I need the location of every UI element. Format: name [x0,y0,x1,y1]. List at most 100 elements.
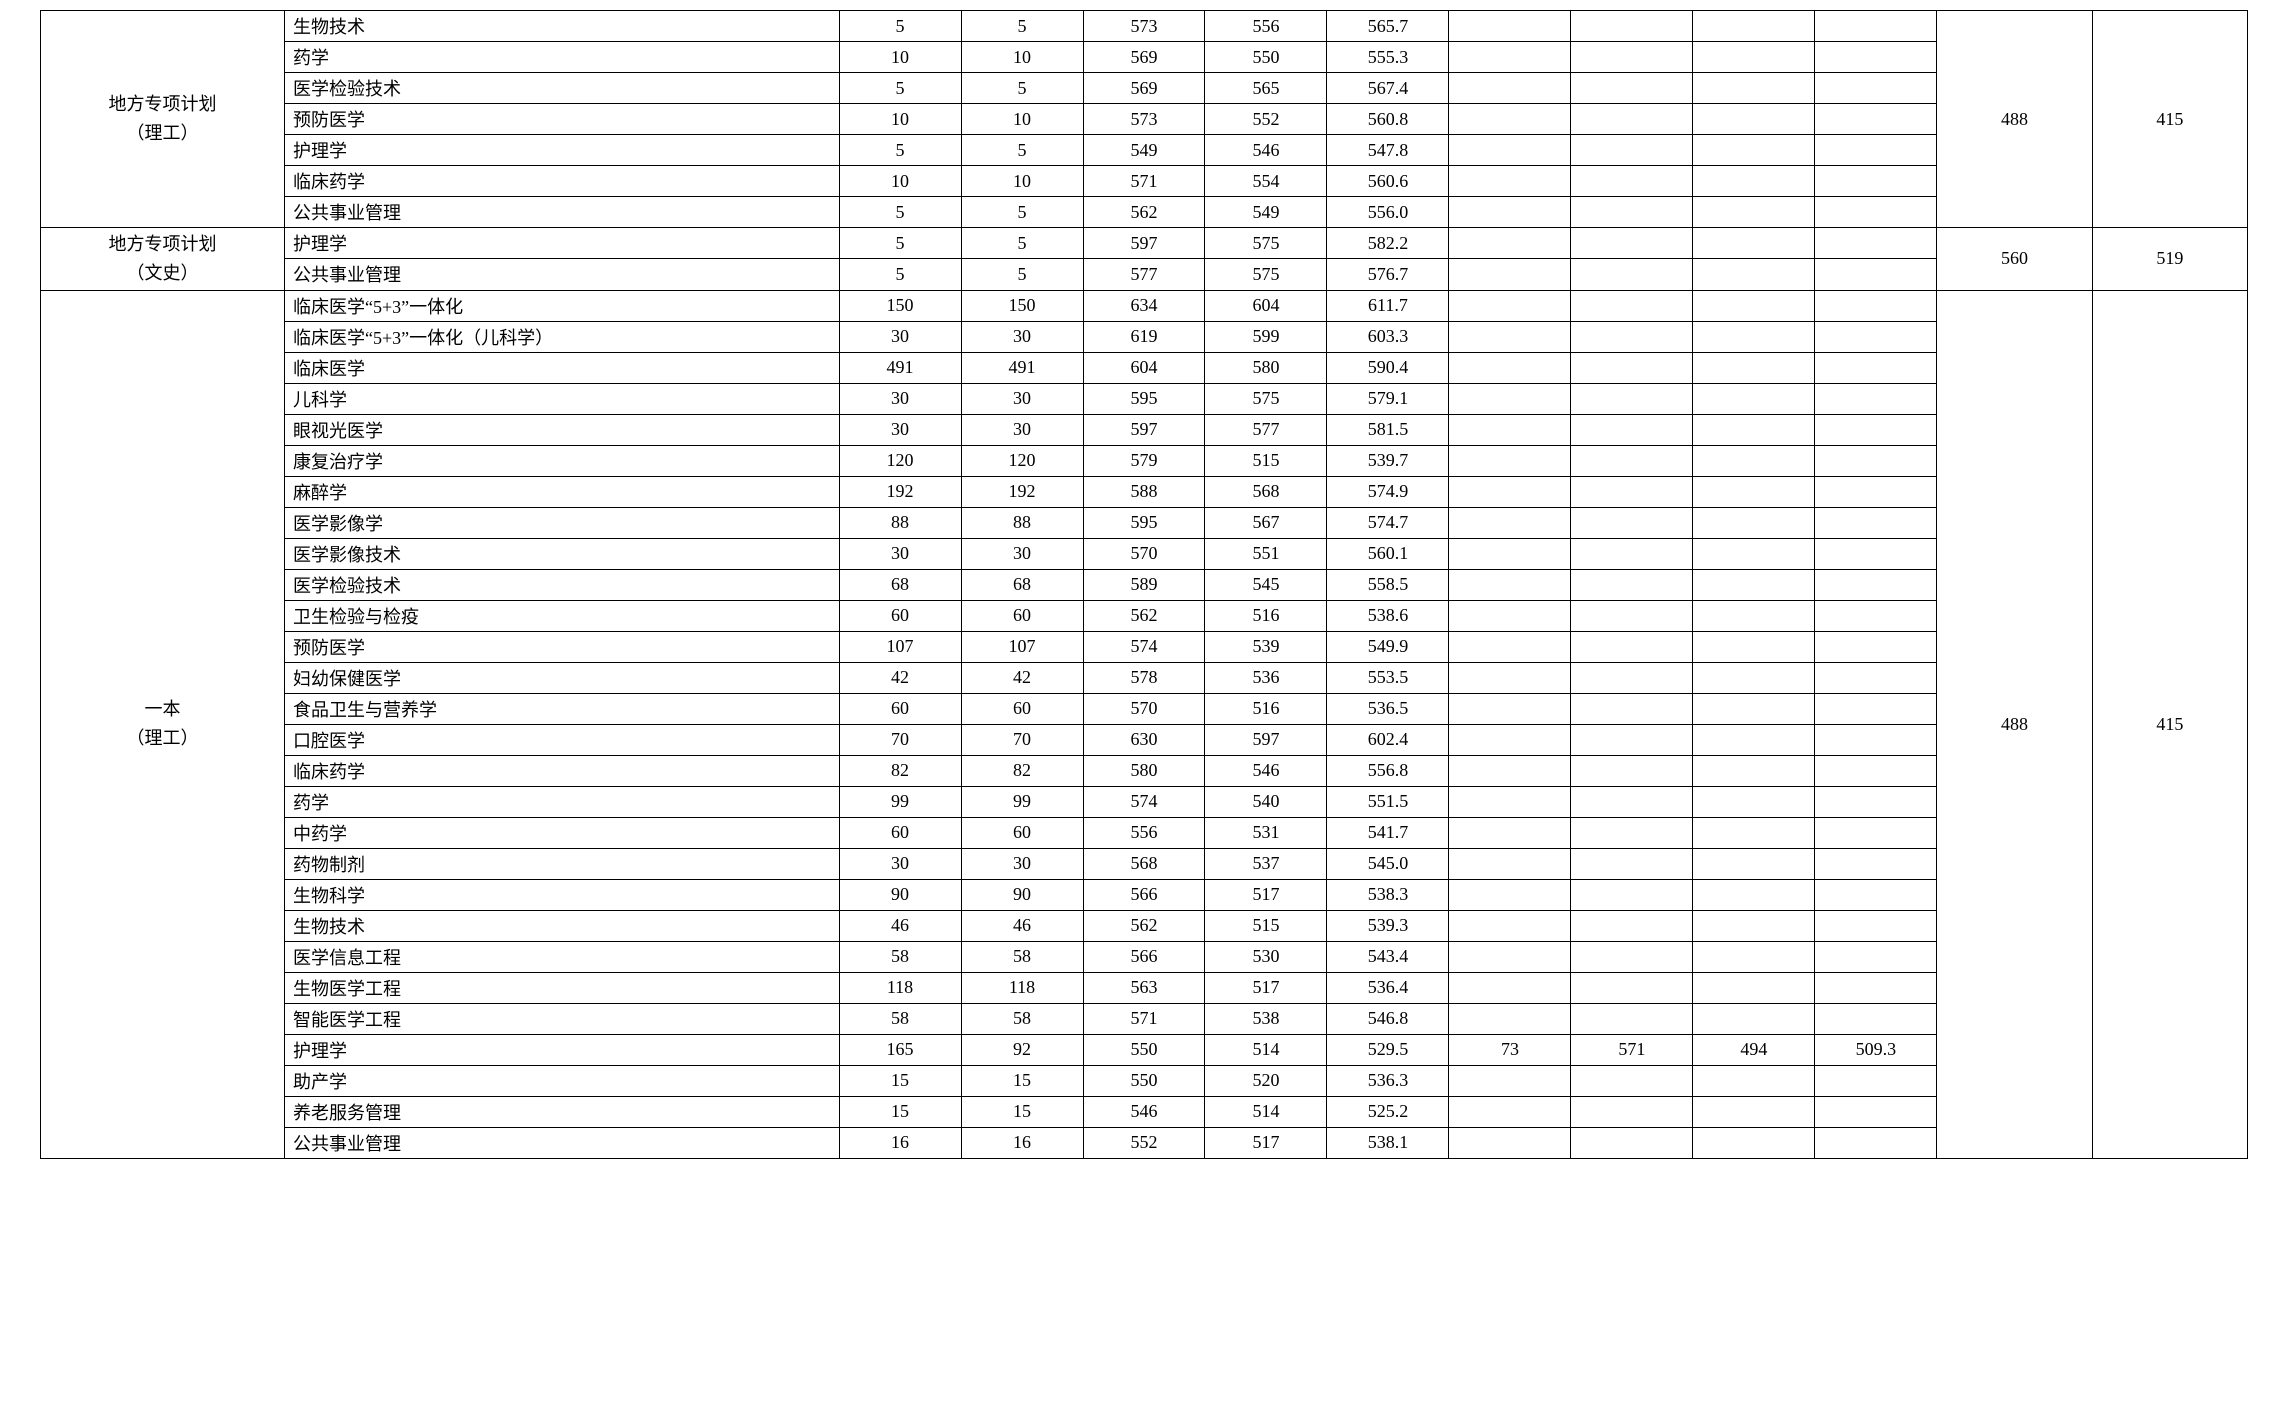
table-row: 预防医学1010573552560.8 [41,104,2248,135]
data-cell: 562 [1083,197,1205,228]
data-cell: 5 [839,259,961,290]
data-cell: 630 [1083,724,1205,755]
data-cell [1815,321,1937,352]
data-cell: 554 [1205,166,1327,197]
data-cell [1449,755,1571,786]
data-cell: 15 [961,1096,1083,1127]
major-cell: 医学影像技术 [284,538,839,569]
summary-cell-1: 560 [1937,228,2092,291]
major-cell: 生物医学工程 [284,972,839,1003]
data-cell: 545 [1205,569,1327,600]
data-cell [1693,197,1815,228]
data-cell: 565 [1205,73,1327,104]
data-cell [1571,104,1693,135]
data-cell: 46 [961,910,1083,941]
data-cell: 574.9 [1327,476,1449,507]
data-cell: 577 [1083,259,1205,290]
table-row: 药物制剂3030568537545.0 [41,848,2248,879]
table-row: 儿科学3030595575579.1 [41,383,2248,414]
data-cell [1449,414,1571,445]
data-cell: 549 [1205,197,1327,228]
data-cell: 16 [839,1127,961,1158]
admissions-table: 地方专项计划（理工）生物技术55573556565.7488415药学10105… [40,10,2248,1159]
data-cell [1815,600,1937,631]
data-cell: 15 [839,1065,961,1096]
data-cell [1449,817,1571,848]
data-cell [1449,693,1571,724]
summary-cell-2: 415 [2092,290,2247,1158]
data-cell [1571,42,1693,73]
data-cell [1571,848,1693,879]
data-cell: 589 [1083,569,1205,600]
table-row: 卫生检验与检疫6060562516538.6 [41,600,2248,631]
data-cell [1693,972,1815,1003]
data-cell: 539.3 [1327,910,1449,941]
major-cell: 临床医学“5+3”一体化 [284,290,839,321]
major-cell: 麻醉学 [284,476,839,507]
data-cell [1815,941,1937,972]
data-cell [1449,1096,1571,1127]
data-cell [1693,445,1815,476]
data-cell: 549 [1083,135,1205,166]
data-cell [1571,1096,1693,1127]
major-cell: 护理学 [284,228,839,259]
major-cell: 食品卫生与营养学 [284,693,839,724]
data-cell: 568 [1083,848,1205,879]
data-cell: 546.8 [1327,1003,1449,1034]
data-cell: 515 [1205,445,1327,476]
table-row: 医学检验技术6868589545558.5 [41,569,2248,600]
data-cell: 70 [961,724,1083,755]
data-cell: 58 [839,1003,961,1034]
major-cell: 护理学 [284,1034,839,1065]
data-cell [1693,135,1815,166]
data-cell: 60 [961,600,1083,631]
data-cell: 570 [1083,693,1205,724]
data-cell [1693,476,1815,507]
data-cell [1815,538,1937,569]
data-cell: 5 [839,135,961,166]
data-cell [1693,166,1815,197]
data-cell [1815,786,1937,817]
data-cell: 556 [1083,817,1205,848]
data-cell [1571,1065,1693,1096]
major-cell: 护理学 [284,135,839,166]
data-cell [1815,166,1937,197]
data-cell: 588 [1083,476,1205,507]
table-row: 康复治疗学120120579515539.7 [41,445,2248,476]
data-cell: 88 [961,507,1083,538]
data-cell [1449,11,1571,42]
data-cell: 530 [1205,941,1327,972]
table-row: 临床药学8282580546556.8 [41,755,2248,786]
major-cell: 公共事业管理 [284,197,839,228]
data-cell [1693,600,1815,631]
data-cell: 120 [961,445,1083,476]
data-cell [1693,290,1815,321]
data-cell: 60 [961,693,1083,724]
data-cell [1693,755,1815,786]
data-cell [1571,817,1693,848]
data-cell [1815,972,1937,1003]
data-cell [1693,879,1815,910]
data-cell: 5 [961,73,1083,104]
data-cell [1815,104,1937,135]
data-cell: 30 [961,848,1083,879]
data-cell: 494 [1693,1034,1815,1065]
data-cell: 30 [961,538,1083,569]
data-cell [1571,414,1693,445]
data-cell: 520 [1205,1065,1327,1096]
data-cell: 165 [839,1034,961,1065]
data-cell: 517 [1205,972,1327,1003]
major-cell: 生物技术 [284,910,839,941]
data-cell [1449,538,1571,569]
table-row: 临床医学“5+3”一体化（儿科学）3030619599603.3 [41,321,2248,352]
table-row: 妇幼保健医学4242578536553.5 [41,662,2248,693]
summary-cell-2: 519 [2092,228,2247,291]
data-cell [1693,724,1815,755]
data-cell [1571,290,1693,321]
data-cell: 82 [839,755,961,786]
data-cell: 538.1 [1327,1127,1449,1158]
data-cell [1815,662,1937,693]
data-cell: 560.1 [1327,538,1449,569]
data-cell: 538 [1205,1003,1327,1034]
data-cell [1815,910,1937,941]
